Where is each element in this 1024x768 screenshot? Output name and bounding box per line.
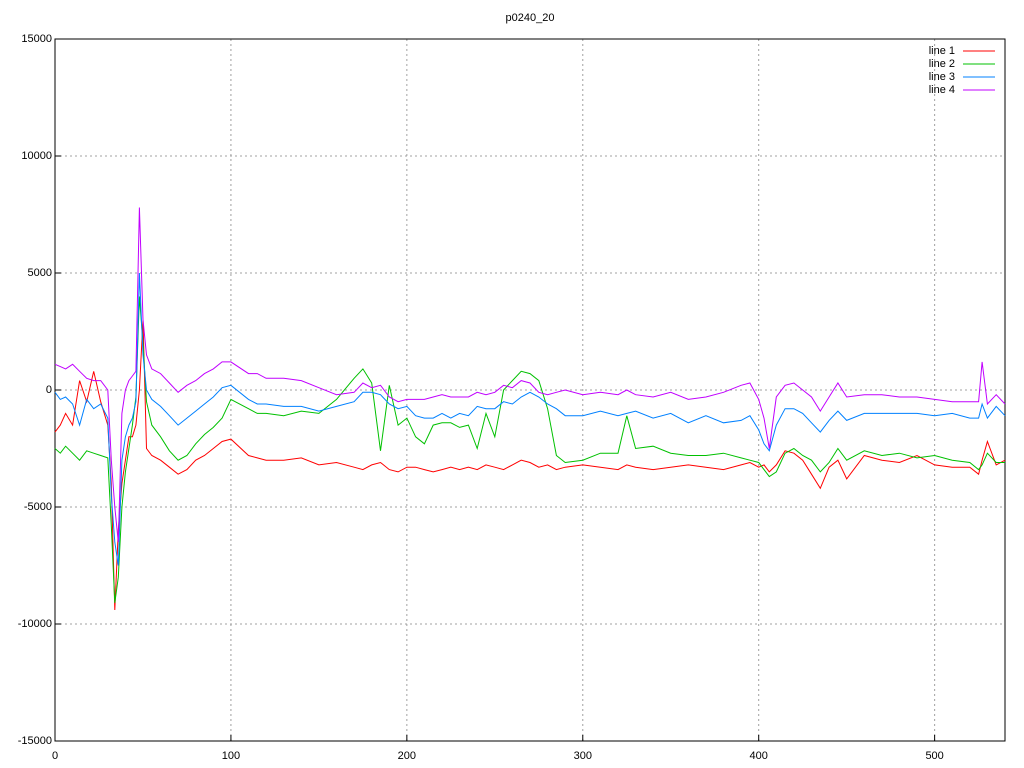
x-tick-label: 400: [750, 750, 768, 762]
y-tick-label: 5000: [28, 267, 52, 279]
y-tick-label: -15000: [18, 735, 52, 747]
x-tick-label: 0: [52, 750, 58, 762]
x-tick-label: 100: [222, 750, 240, 762]
data-line: [54, 207, 1006, 543]
legend-label: line 1: [929, 45, 955, 57]
x-tick-label: 500: [925, 750, 943, 762]
data-line: [54, 319, 1006, 611]
legend-label: line 2: [929, 58, 955, 70]
data-line: [54, 272, 1006, 566]
plot-border: [54, 38, 1006, 742]
data-line: [54, 296, 1005, 603]
x-tick-label: 300: [574, 750, 592, 762]
y-tick-label: 0: [46, 384, 52, 396]
y-tick-label: -5000: [24, 501, 52, 513]
y-tick-label: -10000: [18, 618, 52, 630]
chart-title: p0240_20: [506, 12, 555, 24]
y-tick-label: 15000: [21, 33, 52, 45]
x-tick-label: 200: [398, 750, 416, 762]
y-tick-label: 10000: [21, 150, 52, 162]
legend-label: line 4: [929, 84, 955, 96]
legend-label: line 3: [929, 71, 955, 83]
